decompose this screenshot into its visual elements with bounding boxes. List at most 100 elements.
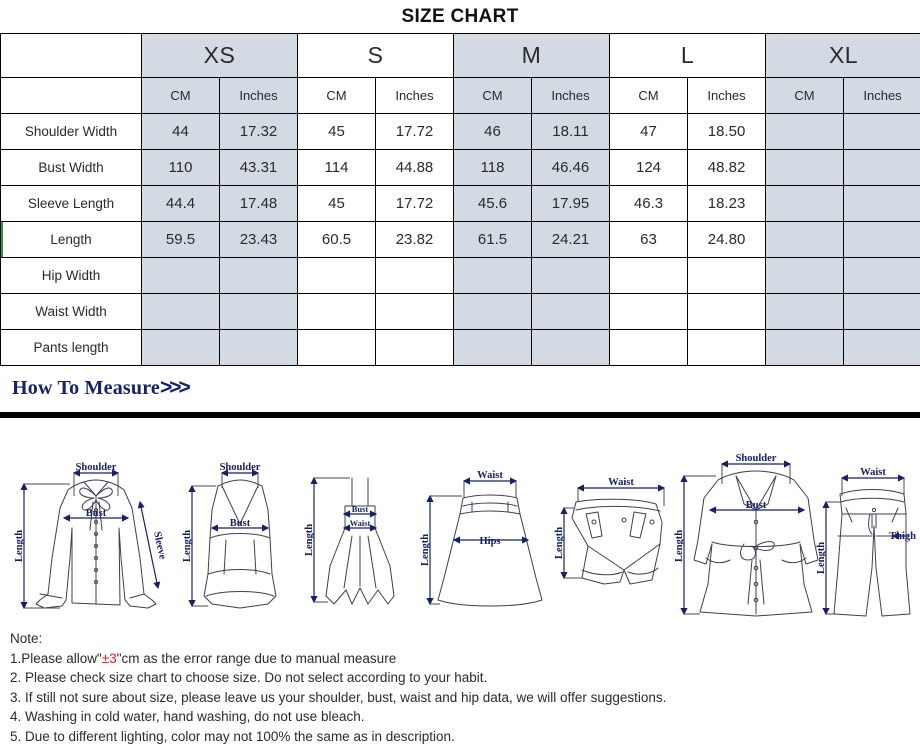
note-item: 3. If still not sure about size, please … [10, 688, 920, 708]
table-cell: 46 [453, 113, 532, 150]
table-cell: 17.72 [375, 113, 454, 150]
coat-label-length: Length [674, 530, 685, 562]
note-text-suffix: "cm as the error range due to manual mea… [116, 650, 397, 666]
table-row: Waist Width [0, 293, 920, 330]
table-cell: 61.5 [453, 221, 532, 258]
size-header-xs: XS [141, 33, 298, 78]
table-cell [687, 257, 767, 294]
note-text: 2. Please check size chart to choose siz… [10, 670, 488, 685]
table-cell: 23.43 [219, 221, 298, 258]
table-cell: 45 [297, 185, 376, 222]
table-cell [375, 293, 454, 330]
skirt-label-waist: Waist [477, 470, 503, 481]
diagram-shorts: Waist Length [554, 477, 666, 585]
table-cell: 124 [609, 149, 689, 186]
table-cell: 46.46 [530, 149, 611, 186]
table-cell [297, 293, 376, 330]
dress-label-bust: Bust [352, 504, 369, 514]
skirt-label-hips: Hips [479, 536, 500, 547]
table-cell [375, 329, 454, 366]
table-cell [530, 329, 611, 366]
table-cell [141, 257, 220, 294]
table-cell [530, 293, 611, 330]
blouse-label-shoulder: Shoulder [76, 462, 117, 473]
measurement-diagrams: .ol{fill:none;stroke:#3d3f52;stroke-widt… [0, 418, 920, 623]
note-highlight: ±3 [101, 650, 117, 666]
table-cell: 24.21 [530, 221, 611, 258]
table-cell [453, 293, 532, 330]
unit-header-m-cm: CM [453, 77, 532, 114]
table-cell [219, 293, 298, 330]
diagram-pants: Waist Thigh Length [816, 467, 916, 617]
table-cell: 17.95 [530, 185, 611, 222]
table-cell: 45.6 [453, 185, 532, 222]
row-label-shoulder-width: Shoulder Width [0, 113, 142, 150]
table-cell [141, 293, 220, 330]
table-cell [843, 185, 920, 222]
table-row: Pants length [0, 329, 920, 366]
size-header-l: L [609, 33, 767, 78]
tank-label-shoulder: Shoulder [220, 462, 261, 473]
table-cell: 17.72 [375, 185, 454, 222]
corner-cell [0, 33, 142, 78]
pants-label-thigh: Thigh [889, 531, 916, 542]
corner-cell-2 [0, 77, 142, 114]
table-cell: 17.48 [219, 185, 298, 222]
garment-diagram-svg: .ol{fill:none;stroke:#3d3f52;stroke-widt… [14, 453, 916, 617]
table-cell [765, 329, 845, 366]
table-cell: 44 [141, 113, 220, 150]
table-cell [297, 257, 376, 294]
how-to-measure-heading: How To Measure>>> [12, 376, 191, 400]
blouse-label-length: Length [14, 530, 25, 562]
table-cell: 118 [453, 149, 532, 186]
table-cell [765, 113, 845, 150]
table-row: Bust Width 110 43.31 114 44.88 118 46.46 124 48.… [0, 149, 920, 186]
unit-header-s-inches: Inches [375, 77, 454, 114]
note-item: 2. Please check size chart to choose siz… [10, 668, 920, 688]
row-label-length: Length [0, 221, 142, 258]
table-cell [843, 149, 920, 186]
row-label-hip-width: Hip Width [0, 257, 142, 294]
chevrons-icon: >>> [160, 376, 191, 399]
table-cell: 18.23 [687, 185, 767, 222]
table-cell [765, 293, 845, 330]
skirt-label-length: Length [420, 534, 431, 566]
row-label-waist-width: Waist Width [0, 293, 142, 330]
row-label-pants-length: Pants length [0, 329, 142, 366]
table-cell [141, 329, 220, 366]
table-cell: 46.3 [609, 185, 689, 222]
table-cell [609, 257, 689, 294]
tank-label-bust: Bust [230, 518, 251, 529]
notes-list: 1.Please allow"±3"cm as the error range … [10, 649, 920, 747]
dress-label-waist: Waist [350, 518, 371, 528]
table-cell [843, 113, 920, 150]
table-cell [375, 257, 454, 294]
unit-header-m-inches: Inches [530, 77, 611, 114]
dress-label-length: Length [304, 524, 315, 556]
table-cell [453, 257, 532, 294]
page-title: SIZE CHART [401, 5, 519, 27]
unit-header-l-inches: Inches [687, 77, 767, 114]
row-label-sleeve-length: Sleeve Length [0, 185, 142, 222]
table-cell [765, 185, 845, 222]
size-chart-table: XS S M L XL CM Inches CM Inches CM Inches CM Inches C… [0, 33, 920, 366]
table-cell: 23.82 [375, 221, 454, 258]
shorts-label-waist: Waist [608, 477, 634, 488]
shorts-label-length: Length [554, 527, 565, 559]
table-cell: 45 [297, 113, 376, 150]
diagram-coat: Shoulder Bust Length [674, 453, 819, 617]
table-row: Sleeve Length 44.4 17.48 45 17.72 45.6 17.95 46… [0, 185, 920, 222]
note-item: 5. Due to different lighting, color may … [10, 727, 920, 747]
diagram-blouse: Shoulder Bust Sleeve Length [14, 462, 168, 610]
note-text: 1.Please allow" [10, 650, 102, 666]
table-cell: 60.5 [297, 221, 376, 258]
size-header-s: S [297, 33, 454, 78]
diagram-skirt: Waist Hips Length [420, 470, 543, 607]
table-cell: 43.31 [219, 149, 298, 186]
size-header-m: M [452, 33, 611, 78]
table-cell: 48.82 [687, 149, 767, 186]
table-cell: 63 [609, 221, 689, 258]
row-label-bust-width: Bust Width [0, 149, 142, 186]
table-cell: 44.88 [375, 149, 454, 186]
table-cell [687, 329, 767, 366]
